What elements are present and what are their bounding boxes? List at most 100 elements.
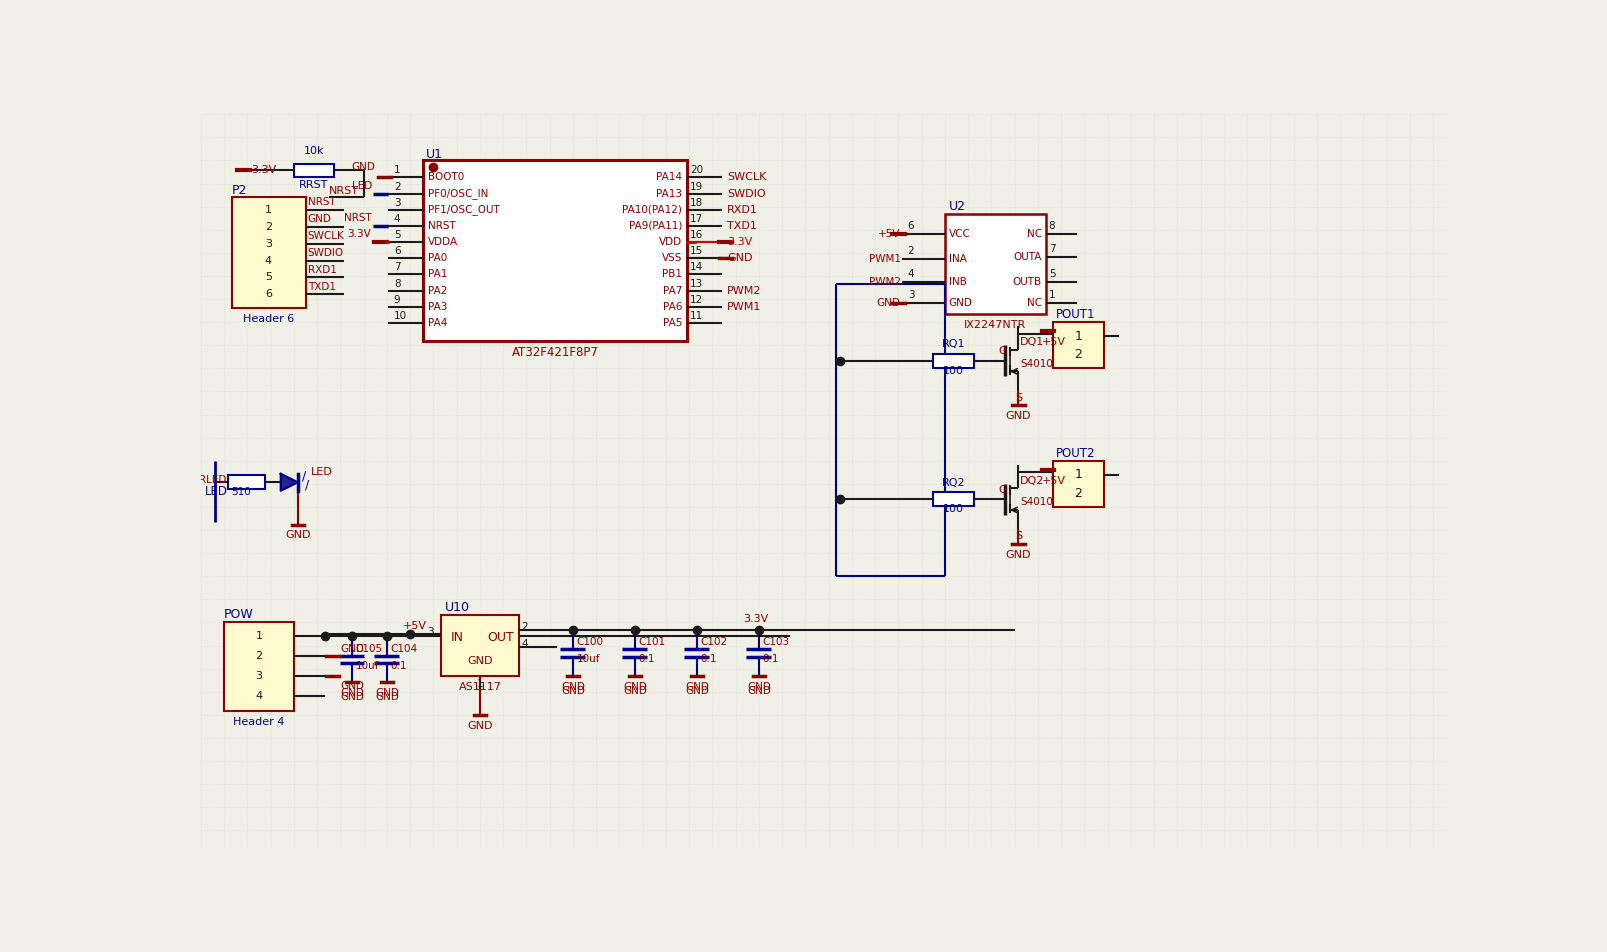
Text: INB: INB (948, 277, 967, 288)
Text: 8: 8 (394, 279, 400, 288)
Text: GND: GND (341, 692, 363, 702)
Text: PF1/OSC_OUT: PF1/OSC_OUT (427, 205, 500, 215)
Text: GND: GND (309, 214, 331, 224)
Text: GND: GND (352, 162, 376, 171)
Text: C103: C103 (763, 638, 791, 647)
Bar (423, 161, 686, 342)
Text: RQ1: RQ1 (942, 340, 966, 349)
Text: 8: 8 (1049, 221, 1056, 231)
Text: 10uf: 10uf (355, 661, 379, 670)
Text: C104: C104 (391, 644, 418, 654)
Text: GND: GND (624, 685, 646, 696)
Text: 12: 12 (689, 295, 704, 305)
Text: RLED: RLED (199, 475, 227, 485)
Bar (1053, 461, 1104, 506)
Text: 13: 13 (689, 279, 704, 288)
Text: 1: 1 (1073, 329, 1082, 343)
Text: VDD: VDD (659, 237, 681, 248)
Text: GND: GND (374, 688, 399, 698)
Text: RXD1: RXD1 (726, 205, 759, 215)
Text: SWCLK: SWCLK (726, 172, 767, 183)
Text: 10uf: 10uf (577, 654, 601, 664)
Text: 1: 1 (394, 166, 400, 175)
Text: 18: 18 (689, 198, 704, 208)
Bar (934, 492, 974, 506)
Text: VDDA: VDDA (427, 237, 458, 248)
Text: 2: 2 (394, 182, 400, 191)
Text: LED: LED (352, 181, 373, 190)
Text: PA0: PA0 (427, 253, 447, 264)
Text: PA9(PA11): PA9(PA11) (628, 221, 681, 231)
Text: 10k: 10k (304, 146, 325, 156)
Text: NRST: NRST (309, 197, 336, 207)
Text: GND: GND (468, 656, 493, 666)
Text: 4: 4 (256, 691, 262, 702)
Bar (945, 214, 1046, 314)
Text: U10: U10 (445, 601, 469, 613)
Text: SWDIO: SWDIO (309, 248, 344, 258)
Text: 3: 3 (394, 198, 400, 208)
Text: C100: C100 (577, 638, 604, 647)
Text: /: / (305, 479, 309, 492)
Text: DQ2: DQ2 (1020, 476, 1045, 486)
Text: VSS: VSS (662, 253, 681, 264)
Text: PWM2: PWM2 (869, 277, 900, 288)
Text: PA6: PA6 (662, 302, 681, 311)
Text: 0.1: 0.1 (701, 654, 717, 664)
Text: NRST: NRST (329, 187, 358, 196)
Text: NC: NC (1027, 298, 1041, 307)
Text: Header 4: Header 4 (233, 717, 284, 726)
Bar (442, 615, 519, 676)
Text: P2: P2 (231, 184, 247, 197)
Text: +5V: +5V (1041, 476, 1065, 486)
Polygon shape (281, 474, 297, 491)
Text: TXD1: TXD1 (309, 282, 336, 291)
Bar (1053, 322, 1104, 368)
Text: 4: 4 (522, 639, 529, 649)
Text: IN: IN (450, 631, 463, 645)
Text: 17: 17 (689, 214, 704, 224)
Bar (934, 354, 974, 367)
Text: PB1: PB1 (662, 269, 681, 279)
Text: GND: GND (685, 685, 709, 696)
Text: 1: 1 (265, 205, 272, 215)
Text: 9: 9 (394, 295, 400, 305)
Text: PA5: PA5 (662, 318, 681, 327)
Text: GND: GND (341, 644, 365, 654)
Text: IX2247NTR: IX2247NTR (964, 320, 1027, 330)
Text: 0.1: 0.1 (763, 654, 779, 664)
Text: 7: 7 (1049, 244, 1056, 254)
Text: GND: GND (624, 683, 646, 692)
Text: GND: GND (747, 683, 771, 692)
Text: S: S (1016, 392, 1022, 403)
Text: PA1: PA1 (427, 269, 447, 279)
Text: 1: 1 (1073, 468, 1082, 481)
Text: GND: GND (948, 298, 972, 307)
Text: PWM1: PWM1 (869, 254, 900, 264)
Text: 3.3V: 3.3V (744, 614, 768, 625)
Text: POW: POW (223, 608, 254, 622)
Text: GND: GND (561, 683, 585, 692)
Text: SWDIO: SWDIO (726, 188, 765, 199)
Text: GND: GND (726, 253, 752, 264)
Bar (231, 197, 305, 308)
Text: 6: 6 (265, 289, 272, 300)
Text: DQ1: DQ1 (1020, 337, 1045, 347)
Text: GND: GND (685, 683, 709, 692)
Text: 3.3V: 3.3V (726, 237, 752, 248)
Text: +5V: +5V (402, 621, 426, 630)
Text: 3.3V: 3.3V (251, 166, 276, 175)
Text: GND: GND (1006, 549, 1032, 560)
Text: C102: C102 (701, 638, 728, 647)
Text: NC: NC (1027, 228, 1041, 239)
Bar (228, 475, 265, 489)
Text: 0.1: 0.1 (638, 654, 656, 664)
Text: PWM2: PWM2 (726, 286, 762, 295)
Text: GND: GND (284, 529, 310, 540)
Text: 4: 4 (265, 255, 272, 266)
Text: VCC: VCC (948, 228, 971, 239)
Text: AS1117: AS1117 (458, 683, 501, 692)
Text: C101: C101 (638, 638, 665, 647)
Text: U2: U2 (948, 200, 966, 213)
Text: 3: 3 (265, 239, 272, 248)
